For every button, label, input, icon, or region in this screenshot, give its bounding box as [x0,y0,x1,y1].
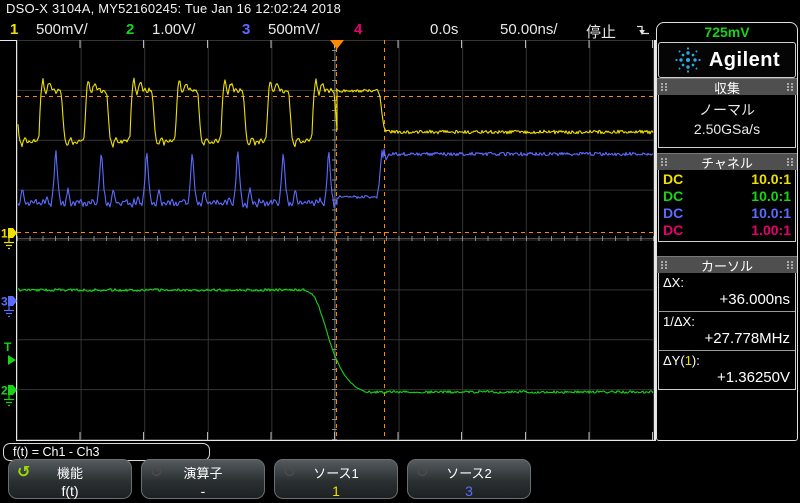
center-horizontal-axis-ticks [17,236,654,241]
side-panel: 725mV Agilent 収集 ノーマル 2.50GSa/s チャ [656,22,798,441]
ch2-number[interactable]: 2 [126,21,135,38]
status-bar: 1 500mV/ 2 1.00V/ 3 500mV/ 4 0.0s 50.00n… [0,19,668,41]
grip-icon[interactable] [660,82,668,92]
brand-logo: Agilent [658,42,796,78]
acquisition-body: ノーマル 2.50GSa/s [658,95,796,148]
y1-cursor-line[interactable] [17,96,654,97]
channel-markers[interactable]: 1 3 T 2 [0,40,18,441]
svg-text:T: T [4,340,12,354]
inv-delta-x-label: 1/ΔX: [663,314,695,329]
delay-readout: 0.0s [430,21,459,38]
grip-icon[interactable] [786,157,794,167]
channel-row: DC 10.0:1 [659,171,795,188]
softkey-label: 演算子 [183,466,223,481]
agilent-starburst-icon [675,47,701,73]
grip-icon[interactable] [786,260,794,270]
delta-x-label: ΔX: [663,275,684,290]
svg-text:3: 3 [1,295,8,309]
knob-icon: ↺ [150,462,164,481]
softkey-label: 機能 [56,466,83,481]
sample-rate: 2.50GSa/s [693,121,761,137]
ch3-scale: 500mV/ [268,21,320,38]
channel-header[interactable]: チャネル [657,153,797,171]
y2-cursor-line[interactable] [17,232,654,233]
softkey-label: ソース2 [446,466,492,481]
probe-ratio: 10.0:1 [751,205,791,221]
graticule [16,40,656,441]
ch1-number[interactable]: 1 [10,21,19,38]
x2-cursor-line[interactable] [384,40,385,440]
math-function-readout[interactable]: f(t) = Ch1 - Ch3 [3,443,210,461]
section-title: 収集 [713,80,740,96]
coupling: DC [663,188,684,204]
run-state-label: 停止 [586,24,617,41]
delta-y-value: +1.36250V [717,369,790,386]
delta-x-value: +36.000ns [719,291,790,308]
probe-ratio: 1.00:1 [751,222,791,238]
ch4-number[interactable]: 4 [354,21,363,38]
svg-text:2: 2 [1,384,8,398]
cursor-header[interactable]: カーソル [657,256,797,274]
trigger-position-marker[interactable] [330,40,344,49]
delta-y-label: ΔY(1): [663,353,700,368]
grip-icon[interactable] [786,82,794,92]
falling-edge-trigger-icon [637,25,649,35]
trace-ch3-pulse [17,148,654,209]
coupling: DC [663,222,684,238]
channel-row: DC 10.0:1 [659,205,795,222]
waveform-traces [17,77,654,394]
svg-text:1: 1 [1,227,8,241]
section-title: チャネル [701,155,753,171]
acquisition-header[interactable]: 収集 [657,78,797,96]
x1-cursor-line[interactable] [336,40,337,440]
cursor-body: ΔX: +36.000ns 1/ΔX: +27.778MHz ΔY(1): +1… [658,273,796,390]
coupling: DC [663,205,684,221]
softkey-source1[interactable]: ↺ ソース1 1 [274,459,398,499]
softkey-value: 1 [332,483,340,499]
coupling: DC [663,171,684,187]
brand-name: Agilent [708,48,781,71]
softkey-value: - [200,483,206,499]
trigger-level-readout: 725mV [704,24,750,40]
instrument-title: DSO-X 3104A, MY52160245: Tue Jan 16 12:0… [6,1,342,16]
knob-icon: ↺ [283,462,297,481]
trace-ch2-step [17,288,654,394]
softkey-source2[interactable]: ↺ ソース2 3 [407,459,531,499]
timebase-readout: 50.00ns/ [500,21,558,38]
section-title: カーソル [700,258,753,274]
probe-ratio: 10.0:1 [751,171,791,187]
softkey-operator[interactable]: ↺ 演算子 - [141,459,265,499]
ch3-number[interactable]: 3 [242,21,251,38]
softkey-value: 3 [465,483,473,499]
ch2-scale: 1.00V/ [152,21,196,38]
acquisition-mode: ノーマル [699,102,755,118]
inv-delta-x-value: +27.778MHz [704,330,790,347]
softkey-label: ソース1 [313,466,359,481]
softkey-function[interactable]: ↺ 機能 f(t) [8,459,132,499]
channel-body: DC 10.0:1 DC 10.0:1 DC 10.0:1 DC 1.00:1 [658,170,796,242]
grip-icon[interactable] [660,260,668,270]
bottom-division-ticks [17,432,654,440]
ch1-scale: 500mV/ [36,21,88,38]
trace-ch1-square [17,77,654,148]
knob-icon: ↺ [17,462,31,481]
probe-ratio: 10.0:1 [751,188,791,204]
channel-row: DC 10.0:1 [659,188,795,205]
channel-row: DC 1.00:1 [659,222,795,239]
grip-icon[interactable] [660,157,668,167]
knob-icon: ↺ [416,462,430,481]
softkey-value: f(t) [61,483,79,499]
